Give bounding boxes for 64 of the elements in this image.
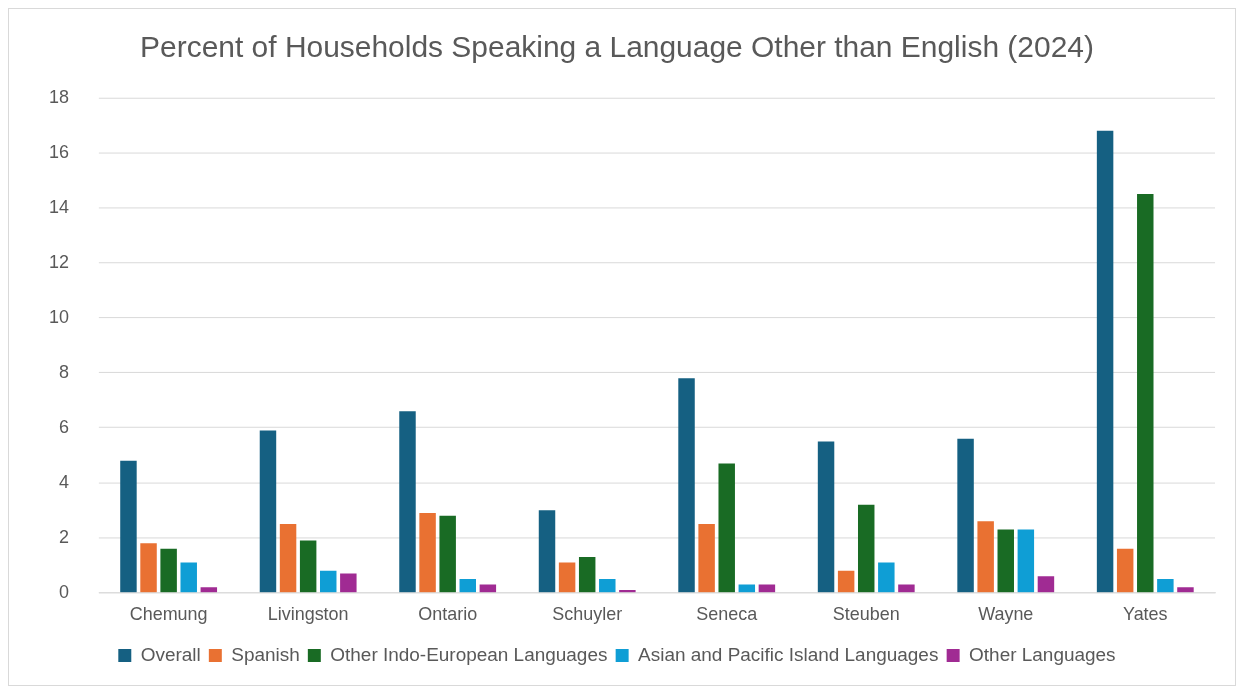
x-tick-label: Livingston [267,604,349,625]
bar [1116,548,1134,593]
x-tick-label: Ontario [418,604,478,625]
bar [1157,578,1174,593]
bar [878,562,895,593]
bar [1137,193,1154,593]
y-tick-label: 18 [48,86,69,107]
bar [1096,130,1114,593]
bar [439,515,456,593]
bar [698,523,715,593]
bar [957,438,974,593]
bar [160,548,177,593]
bar [678,378,695,593]
bar [1017,529,1035,593]
x-tick-label: Steuben [832,604,900,625]
bar [817,441,835,593]
bar [718,463,735,593]
legend-label: Asian and Pacific Island Languages [638,643,939,665]
legend-label: Other Indo-European Languages [330,643,608,665]
bar [758,584,776,593]
y-tick-label: 2 [58,526,69,547]
chart-title: Percent of Households Speaking a Language Other than English (2024) [140,29,1094,63]
bar [837,570,855,593]
y-tick-label: 12 [48,251,69,272]
x-tick-label: Seneca [696,604,758,625]
y-tick-label: 4 [58,471,69,492]
bar [479,584,497,593]
x-tick-label: Wayne [978,604,1034,625]
bar [858,504,875,593]
x-tick-label: Chemung [129,604,208,625]
bar [898,584,915,593]
bar [340,573,357,593]
bar [459,578,476,593]
x-tick-label: Yates [1122,604,1168,625]
bar [299,540,317,593]
bar [578,556,596,593]
bar [738,584,756,593]
y-tick-label: 16 [48,141,69,162]
bar [259,430,277,593]
y-tick-label: 14 [48,196,69,217]
bar [140,543,157,593]
legend-label: Spanish [231,643,300,665]
bar [1177,587,1194,593]
bar [977,521,994,593]
bar [120,460,137,593]
bar [419,512,436,593]
y-tick-label: 6 [58,416,69,437]
y-tick-label: 0 [58,581,69,602]
bar [320,570,337,593]
bar [997,529,1014,593]
bar [200,587,218,593]
bar [1037,576,1055,593]
bar [279,523,297,593]
y-tick-label: 10 [48,306,69,327]
legend-label: Other Languages [969,643,1116,665]
bar [619,589,636,593]
bar [558,562,576,593]
y-tick-label: 8 [58,361,69,382]
bar [399,411,416,593]
bar [180,562,197,593]
bar [599,578,616,593]
legend-label: Overall [140,643,201,665]
bar [538,510,556,593]
x-tick-label: Schuyler [552,604,623,625]
